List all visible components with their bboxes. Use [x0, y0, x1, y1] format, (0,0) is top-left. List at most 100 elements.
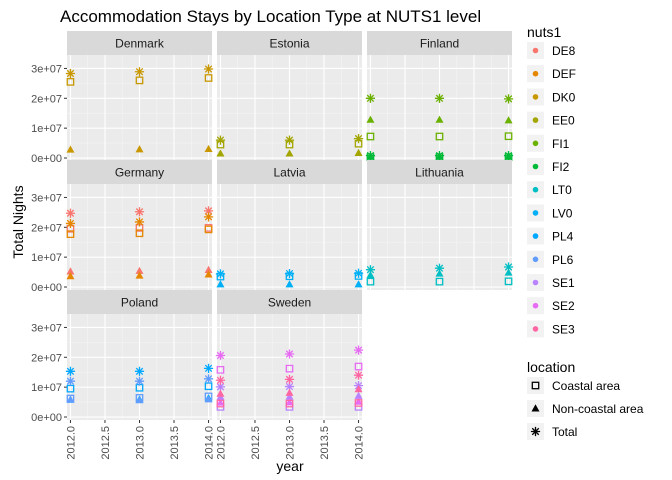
point-de8-asterisk: [65, 208, 76, 218]
y-tick-label: 2e+07: [31, 352, 62, 364]
legend-item-triangle: Non-coastal area: [527, 400, 644, 417]
legend-item-se1: SE1: [527, 274, 575, 291]
point-lv0-triangle: [285, 280, 294, 288]
x-axis-title: year: [276, 458, 304, 474]
legend-colour-label: EE0: [552, 114, 575, 128]
point-lt0-asterisk: [434, 263, 445, 273]
point-lt0-square-open: [366, 277, 375, 286]
legend-colour-label: LV0: [552, 206, 573, 220]
point-se3-triangle: [354, 385, 363, 393]
point-fi1-triangle: [366, 115, 375, 123]
legend-colour-label: DE8: [552, 44, 576, 58]
legend-colour-swatch: [532, 186, 539, 193]
point-se1-triangle: [285, 392, 294, 400]
point-def-square-open: [135, 229, 144, 238]
point-pl6-asterisk: [203, 374, 214, 384]
point-fi1-triangle: [435, 115, 444, 123]
point-fi2-asterisk: [365, 151, 376, 161]
point-lt0-triangle: [366, 270, 375, 279]
facet-strip: [67, 160, 212, 184]
y-tick-label: 1e+07: [31, 123, 62, 135]
point-se2-asterisk: [284, 349, 295, 359]
y-tick-label: 3e+07: [31, 322, 62, 334]
x-tick-label: 2012.0: [215, 426, 227, 460]
point-pl6-asterisk: [65, 376, 76, 386]
point-se1-asterisk: [284, 381, 295, 392]
point-lt0-asterisk: [503, 262, 514, 272]
point-def-asterisk: [65, 218, 76, 229]
facet-strip-label: Estonia: [269, 37, 309, 51]
legend-shape-label: Coastal area: [552, 379, 620, 393]
legend-item-se3: SE3: [527, 320, 575, 338]
point-def-asterisk: [134, 217, 145, 227]
point-dk0-triangle: [66, 145, 75, 153]
legend-colour-swatch: [532, 256, 539, 263]
point-pl6-triangle: [204, 395, 213, 403]
point-se3-triangle: [285, 388, 294, 396]
point-ee0-asterisk: [215, 135, 226, 145]
point-se2-triangle: [285, 398, 294, 406]
x-tick-label: 2014.0: [204, 426, 216, 460]
legend-shape-label: Total: [552, 425, 577, 439]
facet-panel-germany: Germany 0e+00 1e+07 2e+07 3e+07: [31, 160, 214, 294]
point-pl6-triangle: [135, 396, 144, 404]
point-def-square-open: [204, 225, 213, 234]
point-se3-square-open: [285, 399, 294, 408]
y-tick-label: 0e+00: [31, 282, 62, 294]
legend-shape-title: location: [527, 359, 575, 375]
legend-colour-swatch: [532, 210, 539, 216]
point-se1-triangle: [354, 391, 363, 399]
point-se1-asterisk: [215, 382, 226, 392]
legend-item-pl4: PL4: [527, 227, 574, 245]
legend-colour-label: DK0: [552, 90, 576, 104]
point-se2-asterisk: [353, 345, 364, 355]
point-se2-square-open: [354, 362, 363, 371]
point-de8-triangle: [135, 266, 144, 274]
legend-colour-swatch: [532, 233, 539, 239]
legend-item-def: DEF: [527, 65, 576, 83]
facet-strip-label: Lithuania: [415, 166, 464, 180]
point-lv0-triangle: [354, 280, 363, 288]
point-se3-asterisk: [353, 370, 364, 380]
point-dk0-triangle: [204, 144, 213, 153]
point-se2-asterisk: [215, 350, 226, 361]
legend-colour-title: nuts1: [527, 24, 561, 40]
point-se3-asterisk: [284, 374, 295, 384]
facet-strip: [217, 290, 362, 314]
legend-item-square-open: Coastal area: [527, 377, 620, 394]
legend-colour-swatch: [532, 47, 539, 54]
legend-colour-swatch: [532, 302, 539, 309]
point-pl4-asterisk: [203, 363, 214, 373]
legend-colour-label: SE1: [552, 276, 575, 290]
legend-item-pl6: PL6: [527, 250, 574, 268]
facet-panel-finland: Finland: [365, 31, 514, 161]
x-tick-label: 2012.5: [250, 426, 262, 460]
point-fi2-asterisk: [434, 151, 445, 161]
legend-item-fi1: FI1: [527, 134, 570, 152]
legend-item-ee0: EE0: [527, 111, 575, 129]
y-tick-label: 2e+07: [31, 93, 62, 105]
point-fi1-asterisk: [503, 94, 514, 104]
point-fi1-asterisk: [365, 93, 376, 103]
point-lv0-triangle: [216, 280, 225, 288]
y-tick-label: 1e+07: [31, 382, 62, 394]
facet-strip: [367, 160, 512, 184]
facet-strip: [67, 290, 212, 314]
y-tick-label: 0e+00: [31, 153, 62, 165]
facet-panel-poland: Poland 0e+00 1e+07 2e+07 3e+07 2012.0 2012.5 20…: [31, 290, 216, 460]
legend-colour-swatch: [532, 163, 539, 170]
legend-item-fi2: FI2: [527, 158, 570, 175]
legend-colour-label: PL6: [552, 253, 574, 267]
point-de8-triangle: [66, 267, 75, 275]
point-se2-triangle: [216, 398, 225, 406]
legend-shape-symbol: [531, 381, 540, 390]
point-se2-triangle: [354, 397, 363, 405]
facet-panel-denmark: Denmark 0e+00 1e+07 2e+07 3e+07: [31, 31, 214, 165]
facet-strip-label: Denmark: [115, 37, 165, 51]
y-axis-title: Total Nights: [10, 185, 26, 258]
legend-shape-symbol: [531, 404, 540, 412]
point-de8-asterisk: [134, 207, 145, 217]
facet-strip: [217, 31, 362, 55]
legend-colour-label: FI2: [552, 160, 570, 174]
